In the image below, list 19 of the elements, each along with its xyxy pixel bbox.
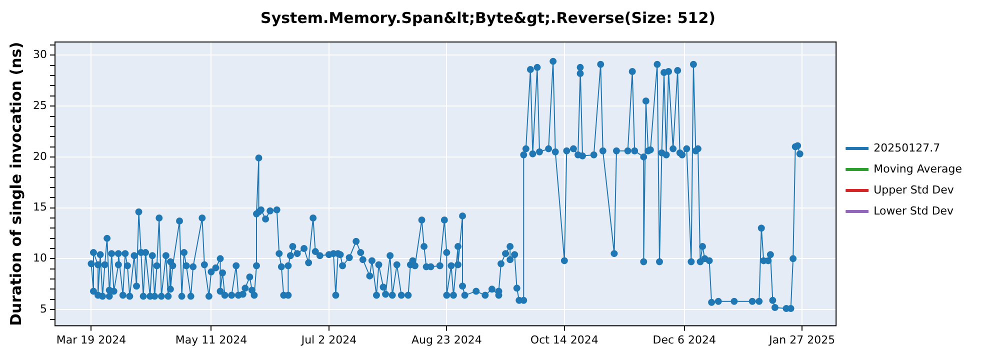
y-tick-label: 10 [32,252,47,265]
x-tick-label: Mar 19 2024 [56,333,126,346]
legend-label: Moving Average [874,162,962,176]
y-axis-title: Duration of single invocation (ns) [6,42,25,326]
legend-label: Lower Std Dev [874,204,954,218]
legend-label: 20250127.7 [874,141,940,154]
y-tick-label: 15 [32,200,47,214]
x-tick-label: Aug 23 2024 [411,333,482,346]
y-tick-label: 30 [32,48,47,62]
y-tick-label: 5 [40,302,47,316]
x-tick-label: Dec 6 2024 [652,333,716,346]
y-tick-label: 20 [32,150,47,163]
x-tick-label: Jan 27 2025 [768,333,836,346]
legend-label: Upper Std Dev [874,183,954,196]
x-tick-label: Oct 14 2024 [530,333,598,346]
y-tick-label: 25 [32,98,47,112]
x-tick-label: Jul 2 2024 [300,333,357,346]
chart-title: System.Memory.Span&lt;Byte&gt;.Reverse(Size: 512) [260,8,716,27]
x-tick-label: May 11 2024 [175,333,248,346]
